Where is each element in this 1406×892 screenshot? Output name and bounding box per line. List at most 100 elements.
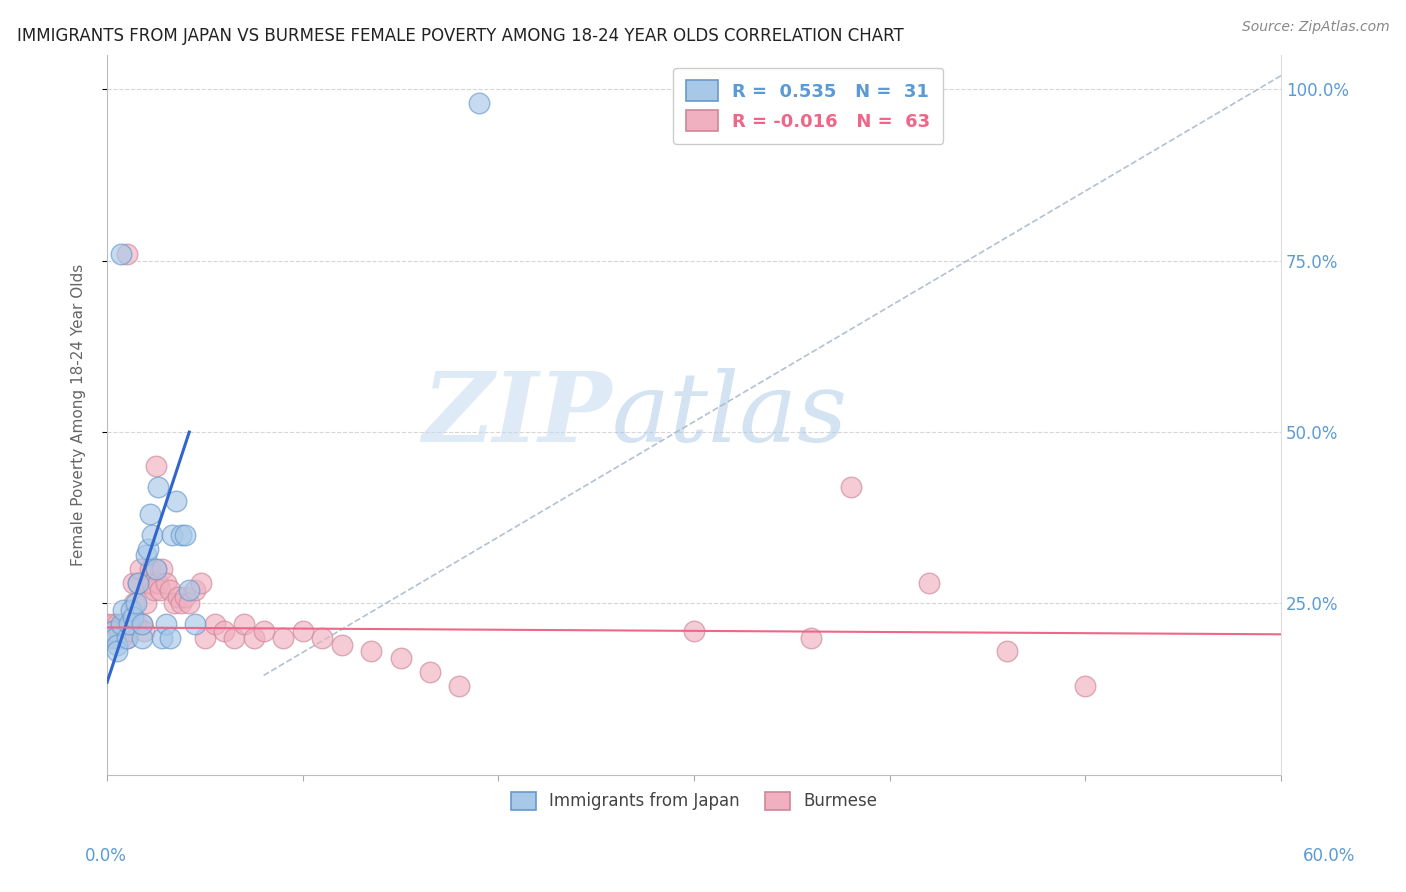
Point	[150, 631, 173, 645]
Point	[179, 597, 201, 611]
Point	[115, 247, 138, 261]
Point	[120, 603, 142, 617]
Point	[114, 624, 136, 638]
Point	[184, 582, 207, 597]
Point	[131, 617, 153, 632]
Point	[120, 617, 142, 632]
Point	[110, 617, 132, 632]
Point	[105, 631, 128, 645]
Point	[115, 617, 138, 632]
Point	[125, 597, 148, 611]
Point	[121, 610, 143, 624]
Point	[136, 575, 159, 590]
Text: ZIP: ZIP	[422, 368, 612, 462]
Point	[160, 528, 183, 542]
Point	[150, 562, 173, 576]
Point	[159, 631, 181, 645]
Point	[179, 582, 201, 597]
Point	[115, 631, 138, 645]
Point	[104, 631, 127, 645]
Point	[159, 582, 181, 597]
Text: 60.0%: 60.0%	[1302, 847, 1355, 865]
Point	[184, 617, 207, 632]
Text: IMMIGRANTS FROM JAPAN VS BURMESE FEMALE POVERTY AMONG 18-24 YEAR OLDS CORRELATIO: IMMIGRANTS FROM JAPAN VS BURMESE FEMALE …	[17, 27, 904, 45]
Point	[170, 597, 193, 611]
Point	[174, 590, 197, 604]
Point	[111, 603, 134, 617]
Point	[683, 624, 706, 638]
Point	[291, 624, 314, 638]
Point	[127, 575, 149, 590]
Point	[124, 597, 146, 611]
Point	[233, 617, 256, 632]
Point	[389, 651, 412, 665]
Point	[146, 575, 169, 590]
Point	[166, 590, 188, 604]
Point	[108, 624, 131, 638]
Point	[96, 617, 118, 632]
Point	[468, 96, 491, 111]
Point	[155, 575, 177, 590]
Point	[174, 528, 197, 542]
Point	[995, 644, 1018, 658]
Point	[190, 575, 212, 590]
Point	[127, 575, 149, 590]
Point	[360, 644, 382, 658]
Point	[918, 575, 941, 590]
Point	[419, 665, 441, 679]
Point	[145, 459, 167, 474]
Point	[101, 624, 124, 638]
Point	[145, 562, 167, 576]
Point	[115, 631, 138, 645]
Point	[134, 624, 156, 638]
Point	[311, 631, 333, 645]
Point	[1074, 679, 1097, 693]
Point	[110, 631, 132, 645]
Point	[139, 562, 162, 576]
Point	[141, 528, 163, 542]
Point	[204, 617, 226, 632]
Point	[330, 638, 353, 652]
Point	[170, 528, 193, 542]
Point	[449, 679, 471, 693]
Point	[155, 617, 177, 632]
Point	[135, 597, 157, 611]
Point	[146, 480, 169, 494]
Point	[117, 624, 139, 638]
Point	[224, 631, 246, 645]
Point	[162, 597, 184, 611]
Point	[104, 624, 127, 638]
Point	[100, 631, 122, 645]
Y-axis label: Female Poverty Among 18-24 Year Olds: Female Poverty Among 18-24 Year Olds	[72, 264, 86, 566]
Text: Source: ZipAtlas.com: Source: ZipAtlas.com	[1241, 20, 1389, 34]
Point	[125, 617, 148, 632]
Point	[145, 562, 167, 576]
Point	[800, 631, 823, 645]
Text: atlas: atlas	[612, 368, 848, 462]
Legend: Immigrants from Japan, Burmese: Immigrants from Japan, Burmese	[505, 785, 884, 817]
Point	[839, 480, 862, 494]
Point	[98, 624, 121, 638]
Point	[121, 575, 143, 590]
Point	[111, 617, 134, 632]
Point	[110, 247, 132, 261]
Point	[214, 624, 236, 638]
Point	[165, 493, 187, 508]
Point	[271, 631, 294, 645]
Point	[105, 617, 128, 632]
Point	[105, 638, 128, 652]
Point	[105, 644, 128, 658]
Point	[131, 631, 153, 645]
Point	[243, 631, 266, 645]
Point	[129, 562, 152, 576]
Point	[139, 508, 162, 522]
Point	[252, 624, 274, 638]
Text: 0.0%: 0.0%	[84, 847, 127, 865]
Point	[149, 582, 172, 597]
Point	[194, 631, 217, 645]
Point	[136, 541, 159, 556]
Point	[117, 617, 139, 632]
Point	[131, 617, 153, 632]
Point	[101, 617, 124, 632]
Point	[135, 549, 157, 563]
